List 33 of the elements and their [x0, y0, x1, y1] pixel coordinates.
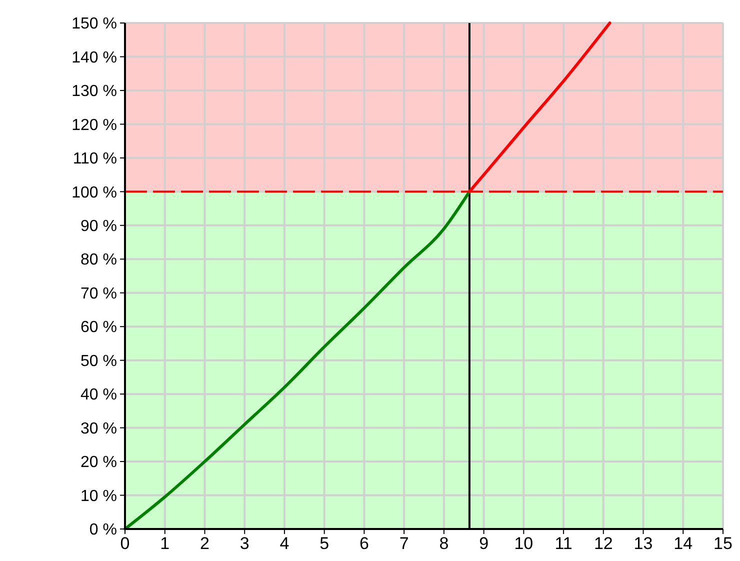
x-tick-label: 7	[399, 534, 409, 553]
y-tick-label: 30 %	[80, 420, 117, 438]
x-tick-label: 6	[359, 534, 369, 553]
y-tick-label: 110 %	[72, 150, 117, 168]
x-tick-label: 1	[160, 534, 170, 553]
x-tick-label: 11	[554, 534, 572, 553]
x-tick-label: 2	[200, 534, 210, 553]
x-tick-label: 8	[439, 534, 449, 553]
y-tick-label: 130 %	[72, 83, 117, 100]
y-tick-label: 40 %	[80, 386, 117, 404]
y-tick-label: 50 %	[80, 352, 117, 370]
y-tick-label: 140 %	[72, 49, 117, 66]
y-tick-label: 90 %	[80, 218, 117, 235]
y-tick-label: 80 %	[80, 252, 117, 269]
y-tick-label: 10 %	[80, 488, 117, 505]
x-tick-label: 9	[479, 534, 489, 553]
line-series	[124, 190, 471, 530]
x-tick-label: 10	[514, 534, 534, 553]
x-tick-label: 12	[594, 534, 613, 553]
x-tick-label: 3	[240, 534, 250, 553]
y-tick-label: 150 %	[72, 16, 117, 33]
x-tick-label: 5	[320, 534, 330, 553]
x-tick-label: 15	[714, 534, 732, 553]
y-tick-label: 0 %	[89, 522, 117, 539]
x-tick-label: 4	[280, 534, 290, 553]
y-tick-label: 20 %	[80, 454, 117, 472]
y-tick-label: 120 %	[72, 116, 117, 134]
y-tick-label: 60 %	[80, 319, 117, 336]
x-tick-label: 0	[120, 534, 130, 553]
y-tick-label: 100 %	[72, 184, 117, 202]
x-tick-label: 13	[634, 534, 653, 553]
x-tick-label: 14	[674, 534, 693, 553]
y-tick-label: 70 %	[80, 285, 117, 302]
